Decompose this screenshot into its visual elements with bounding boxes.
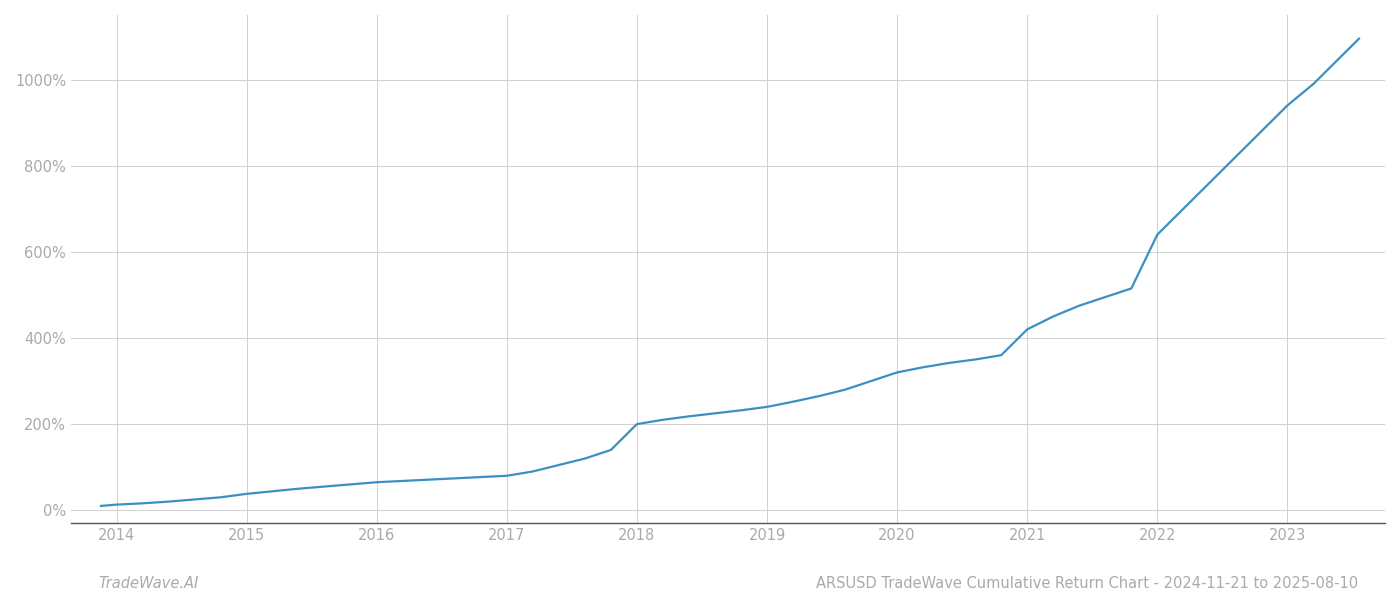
Text: ARSUSD TradeWave Cumulative Return Chart - 2024-11-21 to 2025-08-10: ARSUSD TradeWave Cumulative Return Chart… (816, 576, 1358, 591)
Text: TradeWave.AI: TradeWave.AI (98, 576, 199, 591)
